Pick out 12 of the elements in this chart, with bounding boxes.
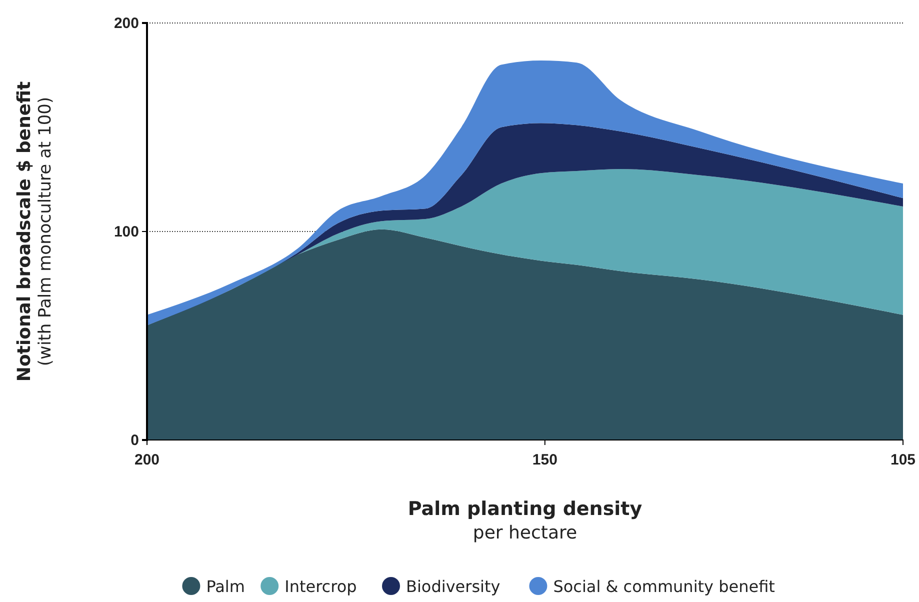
y-axis-title: Notional broadscale $ benefit (with Palm monoculture at 100) xyxy=(14,81,56,382)
x-tick-label: 150 xyxy=(532,452,558,468)
x-tick-label: 200 xyxy=(134,452,160,468)
y-tick-label: 100 xyxy=(114,223,139,240)
legend-label: Biodiversity xyxy=(406,577,500,596)
x-tick-label: 105 xyxy=(890,452,916,468)
legend-label: Social & community benefit xyxy=(553,577,775,596)
y-tick-label: 0 xyxy=(130,432,139,449)
y-tick-label: 200 xyxy=(114,14,139,32)
legend-label: Palm xyxy=(206,577,245,596)
legend-label: Intercrop xyxy=(284,577,357,596)
x-axis-title: Palm planting density per hectare xyxy=(408,498,643,544)
